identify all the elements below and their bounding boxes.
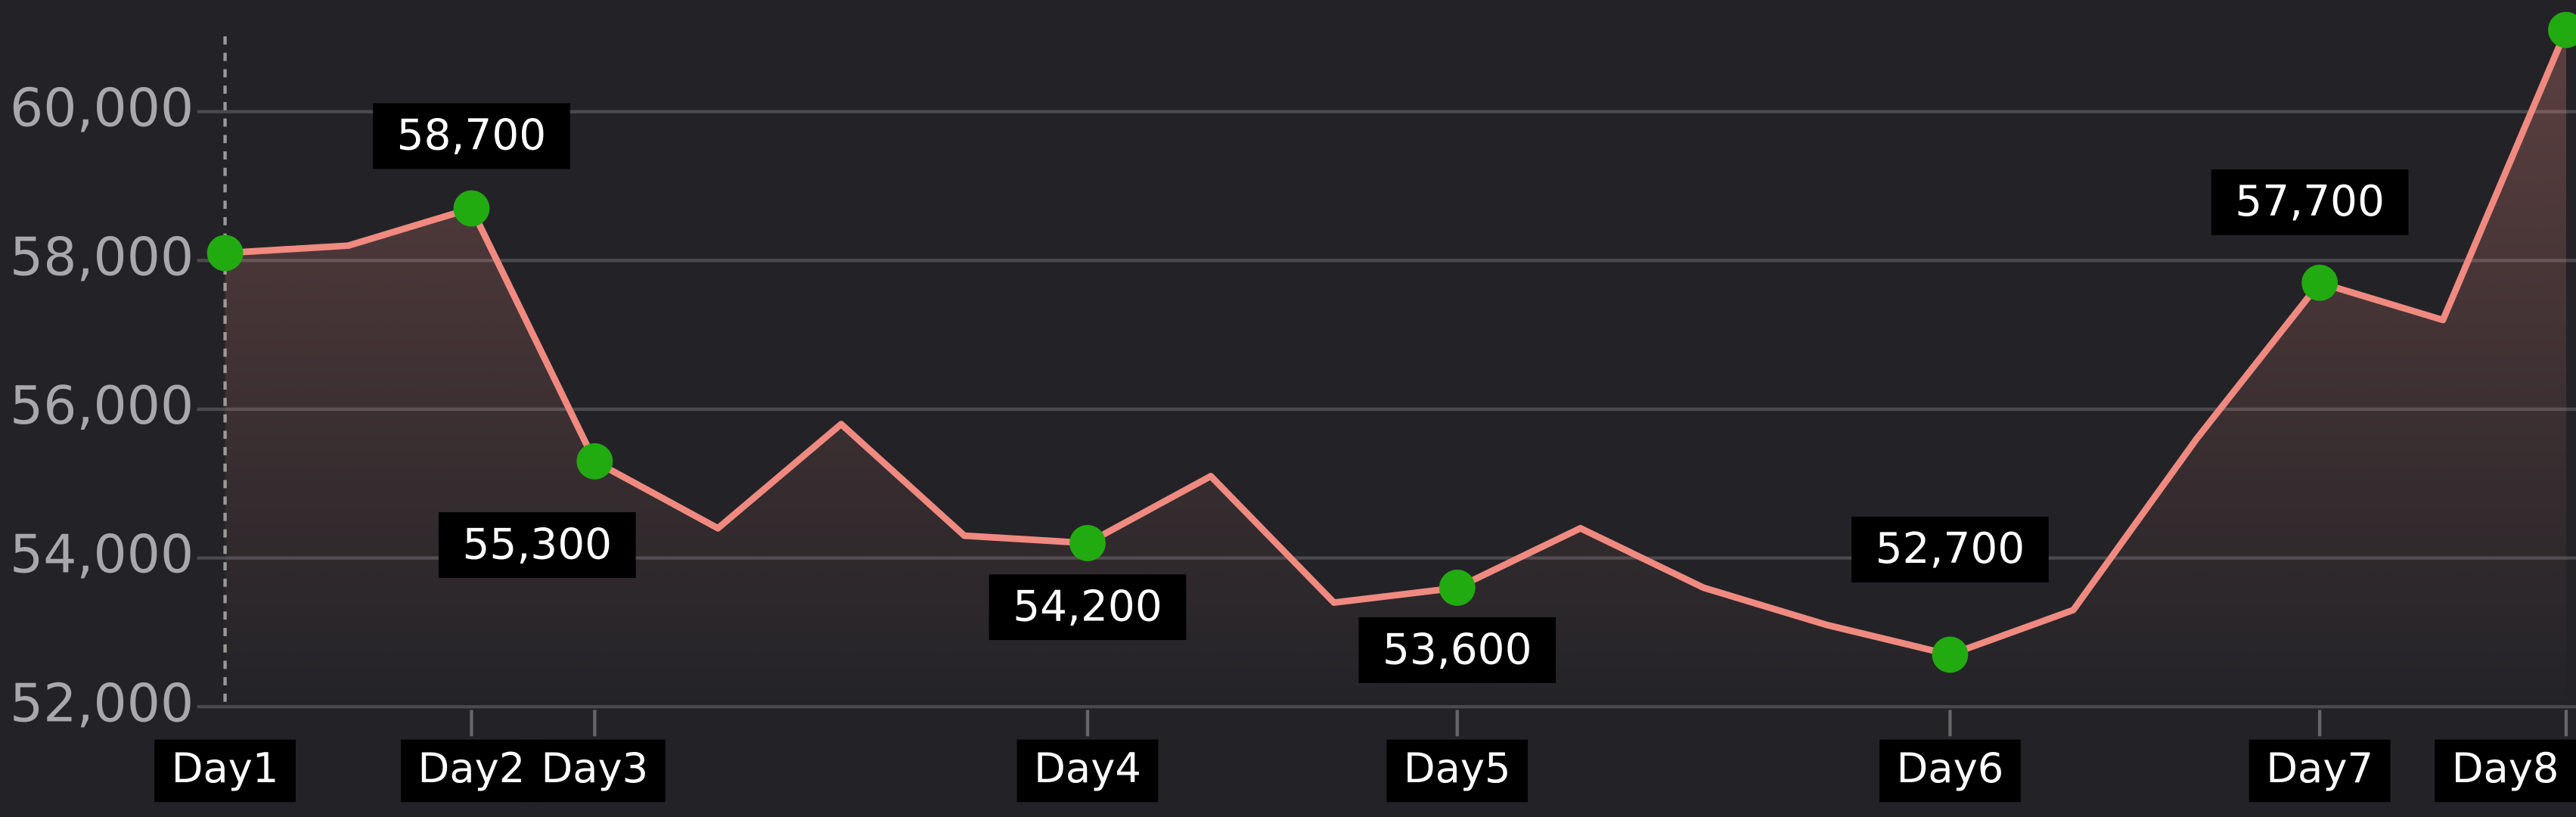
value-label-box xyxy=(1851,516,2049,582)
x-tick-label: Day4 xyxy=(1034,744,1141,792)
data-point xyxy=(453,190,490,227)
x-label-box xyxy=(401,739,542,803)
value-label-box xyxy=(989,574,1187,641)
value-label-box xyxy=(373,103,570,169)
value-label: 54,200 xyxy=(1013,582,1162,631)
y-tick-label: 60,000 xyxy=(10,78,194,139)
x-tick-label: Day2 xyxy=(418,744,526,792)
x-label-box xyxy=(154,739,296,803)
value-label-box xyxy=(2211,169,2409,235)
x-label-box xyxy=(523,739,666,803)
value-label: 53,600 xyxy=(1383,625,1532,674)
x-tick-label: Day7 xyxy=(2266,744,2373,792)
data-point xyxy=(2301,264,2339,301)
value-label-box xyxy=(438,512,636,579)
data-point xyxy=(2548,11,2576,48)
x-label-box xyxy=(1016,739,1159,803)
data-point xyxy=(576,443,613,480)
x-label-box xyxy=(1386,739,1529,803)
x-tick-label: Day1 xyxy=(172,744,279,792)
x-label-box xyxy=(2249,739,2391,803)
x-tick-label: Day8 xyxy=(2452,744,2559,792)
data-point xyxy=(1069,525,1106,561)
x-tick-label: Day5 xyxy=(1404,744,1511,792)
value-label-box xyxy=(1358,617,1556,683)
x-tick-label: Day3 xyxy=(541,744,648,792)
x-label-box xyxy=(1879,739,2021,803)
data-point xyxy=(1439,570,1476,606)
y-tick-label: 54,000 xyxy=(10,524,194,586)
y-tick-label: 56,000 xyxy=(10,375,194,436)
data-point xyxy=(1932,636,1969,673)
value-label: 57,700 xyxy=(2235,177,2385,226)
value-label: 58,700 xyxy=(397,111,547,160)
line xyxy=(225,28,2569,658)
value-label: 52,700 xyxy=(1876,524,2025,573)
x-tick-label: Day6 xyxy=(1897,744,2004,792)
y-tick-label: 52,000 xyxy=(10,673,194,734)
x-label-box xyxy=(2435,739,2576,803)
area xyxy=(225,30,2566,707)
value-label: 55,300 xyxy=(463,520,613,569)
data-point xyxy=(206,235,244,272)
y-tick-label: 58,000 xyxy=(10,226,194,287)
